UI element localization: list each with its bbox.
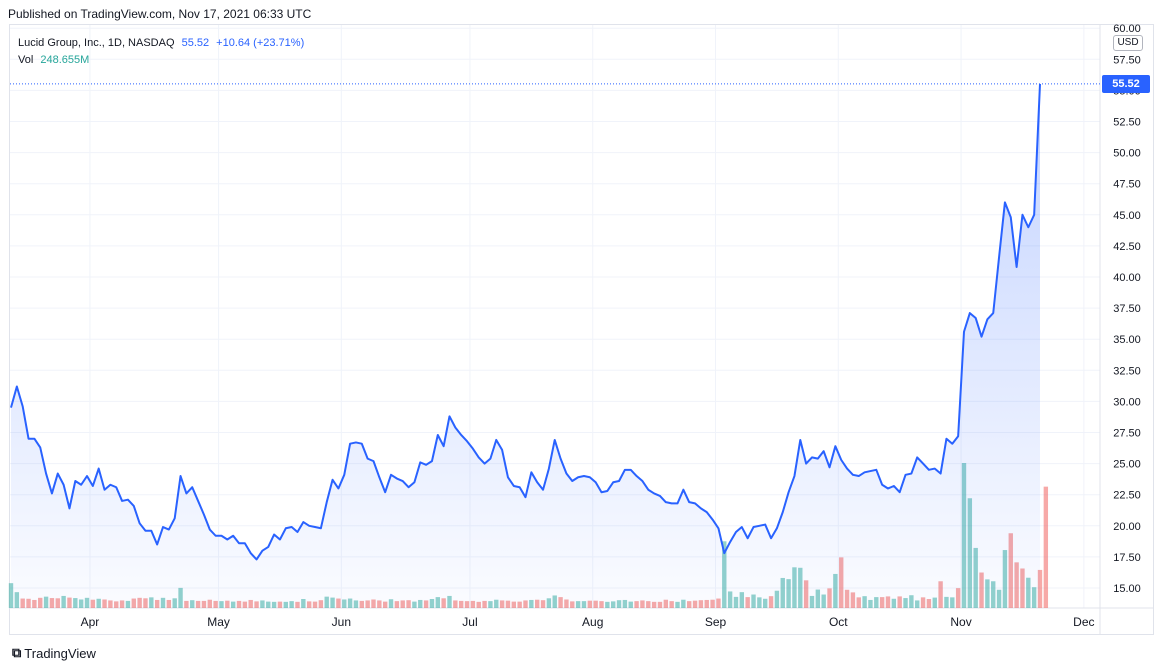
y-tick-label: 15.00: [1113, 583, 1141, 595]
last-price: 55.52: [181, 37, 210, 49]
chart-legend: Lucid Group, Inc., 1D, NASDAQ 55.52 +10.…: [18, 35, 304, 69]
y-tick-label: 17.50: [1113, 552, 1141, 564]
x-tick-label: May: [207, 615, 230, 629]
volume-value: 248.655M: [40, 54, 90, 66]
currency-badge[interactable]: USD: [1113, 35, 1143, 51]
y-tick-label: 52.50: [1113, 117, 1141, 129]
y-tick-label: 40.00: [1113, 272, 1141, 284]
price-change: +10.64 (+23.71%): [216, 37, 305, 49]
footer-brand: ⧉ TradingView: [12, 645, 96, 661]
x-tick-label: Oct: [829, 615, 848, 629]
price-area: [10, 83, 1100, 609]
volume-label: Vol: [18, 54, 34, 66]
published-caption: Published on TradingView.com, Nov 17, 20…: [8, 7, 312, 21]
y-tick-label: 57.50: [1113, 54, 1141, 66]
x-tick-label: Jun: [332, 615, 351, 629]
x-tick-label: Nov: [950, 615, 971, 629]
y-tick-label: 30.00: [1113, 396, 1141, 408]
symbol-label[interactable]: Lucid Group, Inc., 1D, NASDAQ: [18, 37, 175, 49]
tradingview-logo-icon: ⧉: [12, 645, 21, 660]
price-axis: 15.00 17.50 20.00 22.50 25.00 27.50 30.00 32.50…: [1113, 23, 1141, 595]
y-tick-label: 47.50: [1113, 179, 1141, 191]
y-tick-label: 35.00: [1113, 334, 1141, 346]
x-tick-label: Apr: [81, 615, 100, 629]
y-tick-label: 37.50: [1113, 303, 1141, 315]
x-tick-label: Sep: [705, 615, 727, 629]
y-tick-label: 32.50: [1113, 365, 1141, 377]
legend-row-volume: Vol 248.655M: [18, 52, 304, 69]
y-tick-label: 45.00: [1113, 210, 1141, 222]
x-tick-label: Dec: [1073, 615, 1094, 629]
time-axis: Apr May Jun Jul Aug Sep Oct Nov Dec: [81, 615, 1095, 629]
y-tick-label: 22.50: [1113, 490, 1141, 502]
x-tick-label: Aug: [582, 615, 603, 629]
price-line: [10, 83, 1041, 561]
chart-frame: [9, 24, 1154, 635]
y-tick-label: 20.00: [1113, 521, 1141, 533]
last-price-tag: 55.52: [1102, 74, 1150, 93]
y-tick-label: 25.00: [1113, 459, 1141, 471]
x-tick-label: Jul: [462, 615, 477, 629]
legend-row-price: Lucid Group, Inc., 1D, NASDAQ 55.52 +10.…: [18, 35, 304, 52]
y-tick-label: 42.50: [1113, 241, 1141, 253]
brand-name: TradingView: [24, 645, 96, 661]
volume-bar: [1043, 486, 1049, 608]
y-tick-label: 60.00: [1113, 23, 1141, 35]
y-tick-label: 27.50: [1113, 428, 1141, 440]
price-area-fill: [11, 83, 1040, 609]
y-tick-label: 50.00: [1113, 148, 1141, 160]
